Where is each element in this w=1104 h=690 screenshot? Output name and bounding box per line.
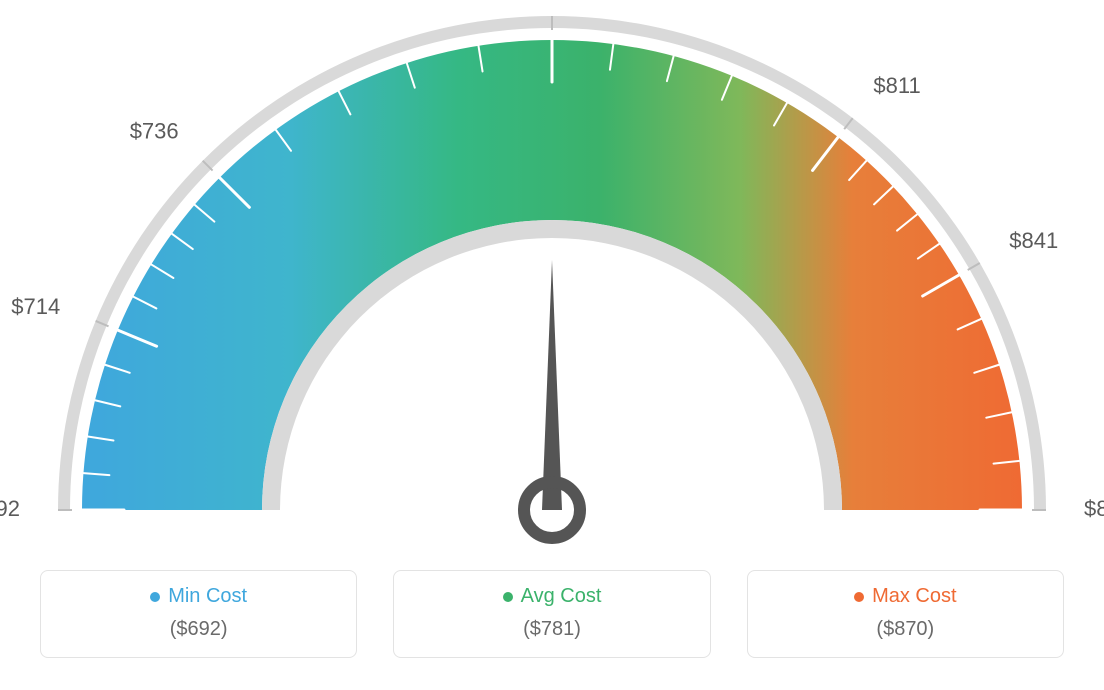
legend-label-max: Max Cost: [872, 585, 956, 608]
legend-card-min: Min Cost ($692): [40, 570, 357, 658]
gauge-tick-label: $692: [0, 496, 20, 521]
gauge-tick-label: $714: [11, 294, 60, 319]
gauge-tick-label: $870: [1084, 496, 1104, 521]
legend-label-min: Min Cost: [168, 585, 247, 608]
gauge-tick-label: $841: [1009, 228, 1058, 253]
legend-card-max: Max Cost ($870): [747, 570, 1064, 658]
cost-gauge: $692$714$736$781$811$841$870: [0, 0, 1104, 560]
gauge-tick-label: $811: [873, 73, 920, 98]
legend-dot-avg: [503, 592, 513, 602]
legend-card-avg: Avg Cost ($781): [393, 570, 710, 658]
legend-row: Min Cost ($692) Avg Cost ($781) Max Cost…: [0, 560, 1104, 658]
gauge-needle: [542, 260, 562, 510]
legend-label-avg: Avg Cost: [521, 585, 602, 608]
legend-value-min: ($692): [51, 618, 346, 641]
legend-value-max: ($870): [758, 618, 1053, 641]
legend-dot-min: [150, 592, 160, 602]
gauge-tick-label: $736: [130, 119, 179, 144]
legend-value-avg: ($781): [404, 618, 699, 641]
legend-dot-max: [854, 592, 864, 602]
